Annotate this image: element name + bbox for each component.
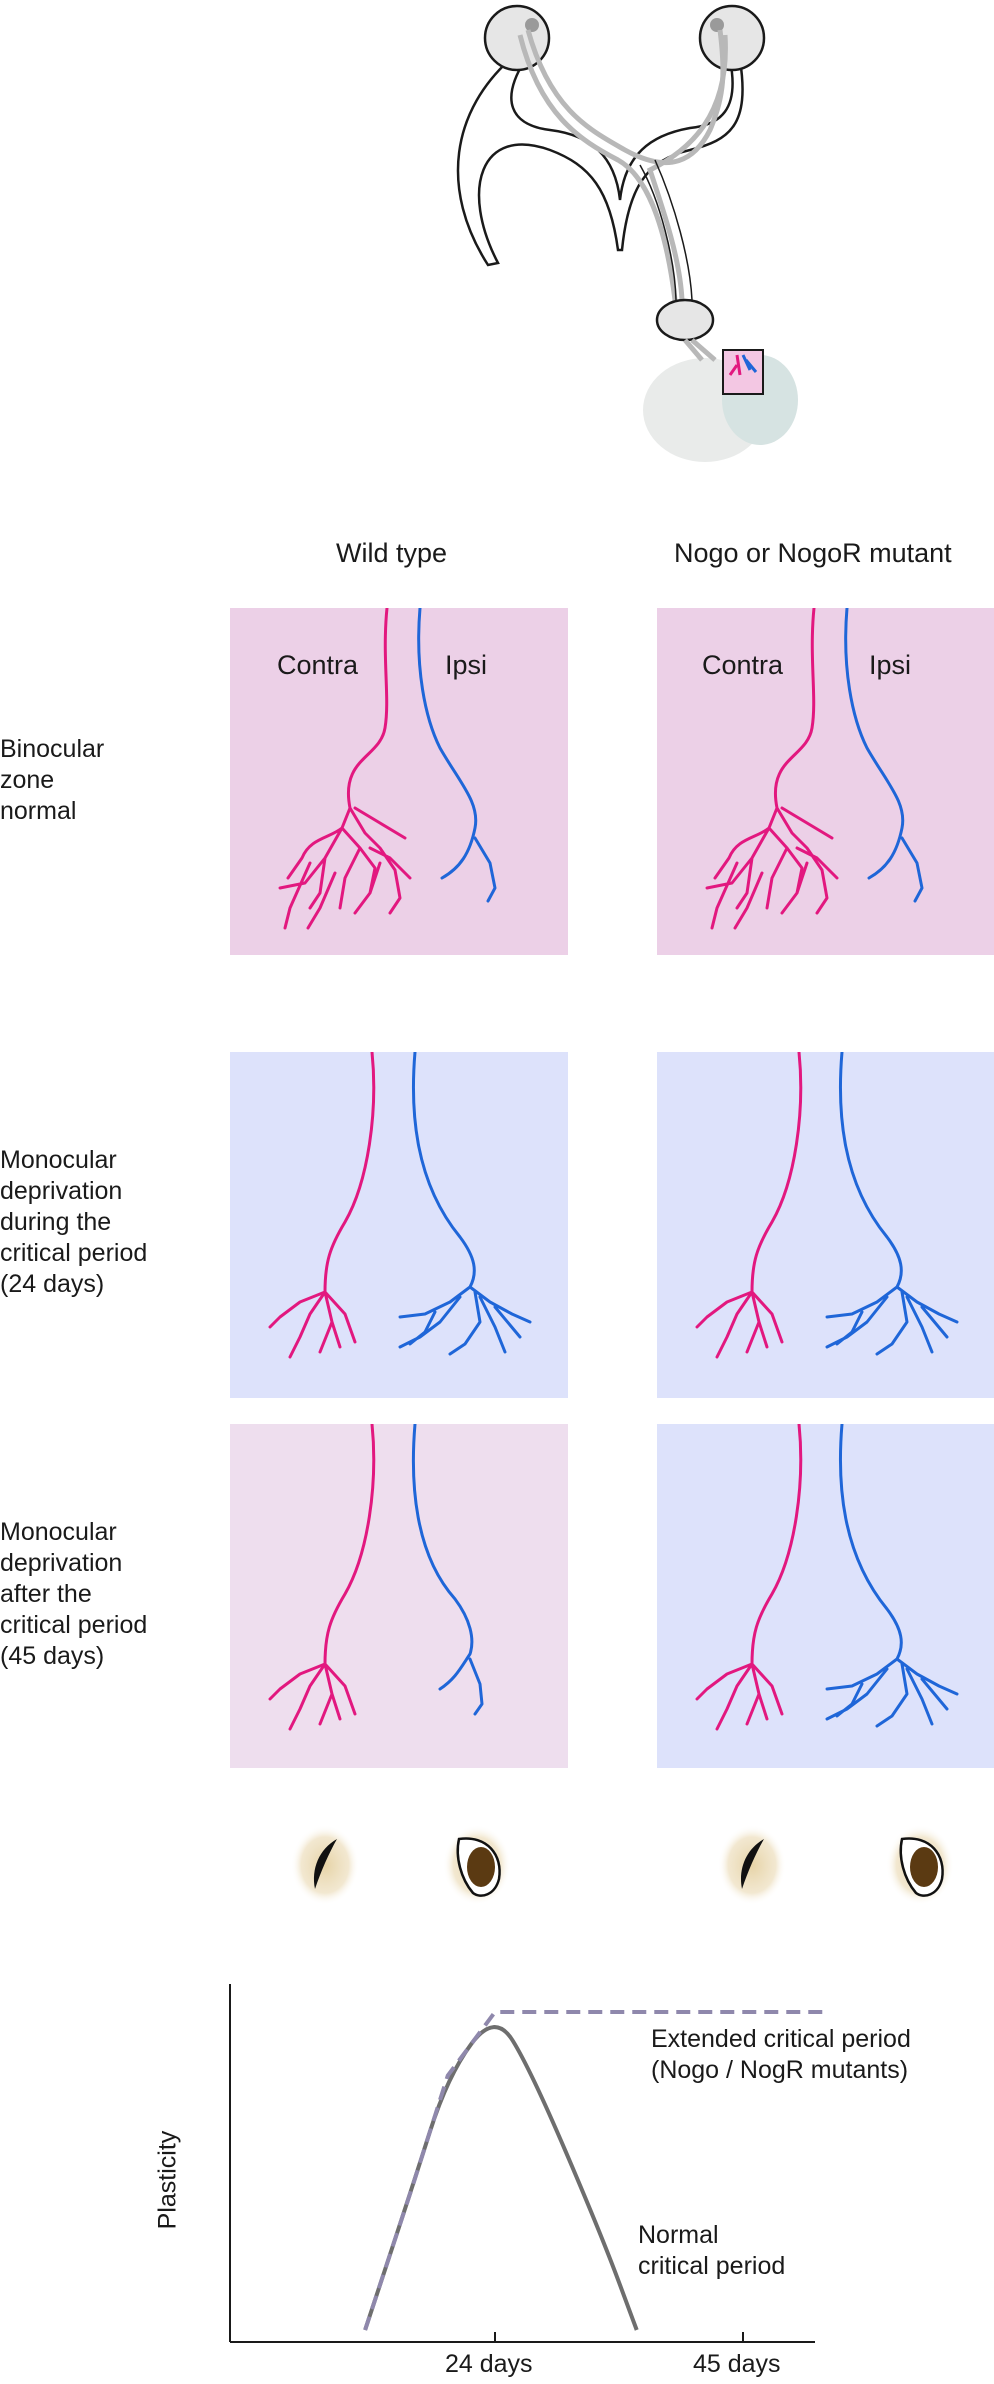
row-label-binocular: Binocular zone normal	[0, 735, 105, 825]
closed-eye-icon	[718, 1825, 786, 1905]
contra-axon-dense	[278, 608, 412, 930]
ipsi-label: Ipsi	[445, 650, 488, 680]
column-title-mutant: Nogo or NogoR mutant	[674, 538, 952, 568]
ipsi-axon-expanded	[398, 1052, 532, 1356]
axon-arbors	[278, 608, 497, 930]
panel-wt-md-during	[230, 1052, 568, 1398]
contra-axon-reduced	[695, 1424, 803, 1731]
open-eye-icon	[886, 1825, 954, 1905]
x-tick-label-45-days: 45 days	[693, 2350, 781, 2378]
panel-mut-md-after	[657, 1424, 994, 1768]
contra-label: Contra	[702, 650, 784, 680]
column-title-wild-type: Wild type	[336, 538, 448, 568]
ipsi-axon-expanded	[825, 1052, 959, 1356]
contra-axon-normal	[268, 1424, 376, 1731]
row-label-md-after: Monocular deprivation after the critical…	[0, 1518, 148, 1670]
visual-pathway-diagram	[456, 4, 798, 462]
panel-wt-md-after	[230, 1424, 568, 1768]
eye-row	[291, 1825, 954, 1905]
axon-arbors	[705, 608, 924, 930]
contra-axon-reduced	[268, 1052, 376, 1359]
panel-wt-binocular: Contra Ipsi	[230, 608, 568, 955]
axon-arbors	[695, 1424, 959, 1731]
contra-axon-reduced	[695, 1052, 803, 1359]
ipsi-axon-sparse	[844, 608, 924, 903]
normal-critical-period-line	[363, 2025, 639, 2331]
row-label-md-during: Monocular deprivation during the critica…	[0, 1146, 148, 1298]
extended-critical-period-line	[363, 2010, 826, 2331]
axon-arbors	[268, 1424, 484, 1731]
ipsi-label: Ipsi	[869, 650, 912, 680]
closed-eye-icon	[291, 1825, 359, 1905]
extended-period-label: Extended critical period (Nogo / NogR mu…	[651, 2025, 911, 2084]
x-tick-label-24-days: 24 days	[445, 2350, 533, 2378]
ipsi-axon-expanded	[825, 1424, 959, 1728]
open-eye-icon	[443, 1825, 511, 1905]
y-axis-label: Plasticity	[153, 2130, 182, 2230]
ipsi-axon-sparse	[417, 608, 497, 903]
axon-arbors	[695, 1052, 959, 1359]
normal-period-label: Normal critical period	[638, 2221, 786, 2280]
axon-arbors	[268, 1052, 532, 1359]
panel-mut-binocular: Contra Ipsi	[657, 608, 994, 955]
contra-axon-dense	[705, 608, 839, 930]
ipsi-axon-normal	[411, 1424, 484, 1716]
panel-mut-md-during	[657, 1052, 994, 1398]
contra-label: Contra	[277, 650, 359, 680]
